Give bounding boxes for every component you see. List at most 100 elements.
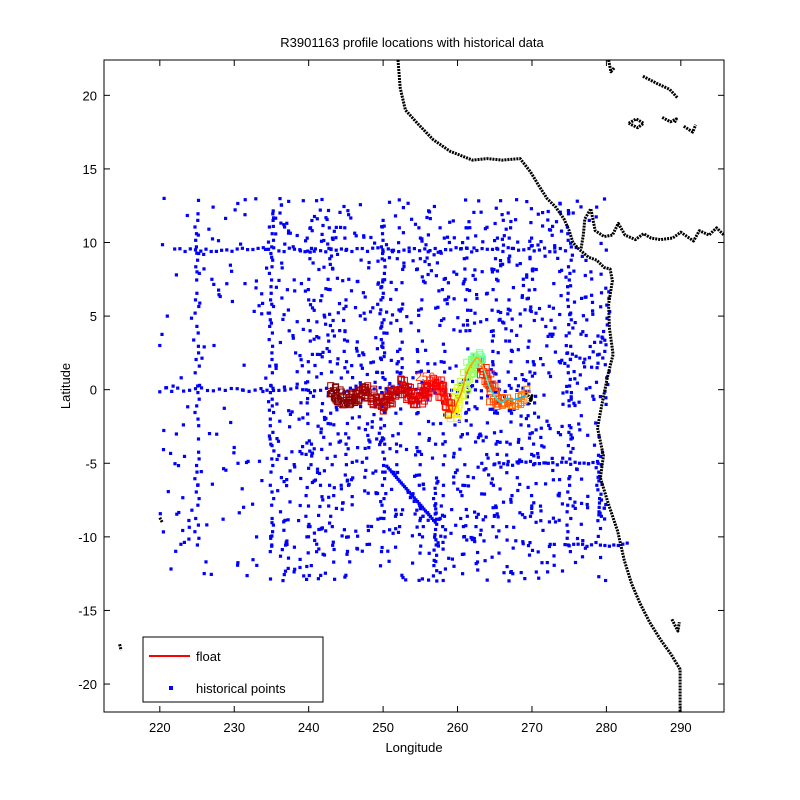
historical-point	[412, 496, 416, 500]
historical-point	[436, 541, 440, 545]
historical-point	[380, 321, 384, 325]
historical-point	[491, 360, 495, 364]
historical-point	[569, 426, 573, 430]
historical-point	[539, 426, 543, 430]
historical-point	[399, 481, 403, 485]
historical-point	[394, 512, 398, 516]
historical-point	[524, 460, 528, 464]
historical-point	[211, 389, 215, 393]
float-track-segment	[368, 392, 374, 397]
historical-point	[278, 419, 282, 423]
historical-point	[266, 247, 271, 251]
historical-point	[534, 520, 538, 524]
historical-point	[590, 300, 595, 304]
historical-point	[438, 571, 442, 575]
float-track-segment	[406, 390, 411, 395]
historical-point	[422, 487, 426, 491]
historical-point	[473, 268, 477, 272]
historical-point	[509, 497, 513, 501]
historical-point	[270, 255, 274, 259]
historical-point	[381, 291, 385, 295]
historical-point	[270, 302, 274, 306]
historical-point	[491, 483, 495, 487]
historical-point	[387, 256, 391, 260]
historical-point	[345, 479, 349, 483]
historical-point	[590, 365, 594, 369]
historical-point	[415, 370, 419, 375]
historical-point	[568, 357, 572, 361]
historical-point	[334, 405, 338, 409]
historical-point	[621, 542, 625, 546]
historical-point	[366, 491, 370, 495]
historical-point	[401, 267, 405, 271]
historical-point	[465, 256, 469, 260]
historical-point	[382, 424, 387, 428]
historical-point	[230, 269, 234, 273]
historical-point	[396, 477, 400, 481]
float-track-segment	[458, 392, 462, 399]
historical-point	[567, 323, 571, 327]
historical-point	[509, 420, 513, 424]
historical-point	[197, 397, 201, 401]
historical-point	[500, 237, 504, 241]
float-track-segment	[481, 364, 486, 371]
historical-point	[479, 210, 483, 214]
historical-point	[381, 341, 385, 345]
float-track-segment	[506, 397, 513, 401]
historical-point	[181, 496, 185, 500]
historical-point	[474, 525, 478, 529]
historical-point	[418, 551, 422, 555]
historical-point	[394, 545, 398, 549]
historical-point	[332, 334, 336, 338]
coastline-segment	[661, 116, 678, 124]
historical-point	[426, 518, 430, 522]
historical-point	[456, 487, 460, 491]
historical-point	[194, 232, 199, 236]
historical-point	[380, 232, 385, 236]
historical-point	[326, 242, 330, 246]
float-track-segment	[501, 397, 508, 404]
historical-point	[334, 236, 338, 240]
historical-point	[306, 397, 310, 401]
historical-point	[603, 363, 607, 367]
historical-point	[423, 281, 427, 285]
historical-point	[552, 563, 556, 567]
historical-point	[195, 470, 199, 474]
historical-point	[581, 330, 585, 334]
historical-point	[380, 257, 384, 261]
historical-point	[502, 462, 506, 466]
historical-point	[373, 380, 377, 384]
historical-point	[577, 422, 581, 426]
historical-point	[559, 229, 564, 233]
historical-point	[275, 402, 279, 406]
historical-point	[492, 268, 496, 272]
historical-point	[350, 416, 354, 420]
historical-point	[564, 275, 568, 279]
historical-point	[579, 414, 583, 418]
historical-point	[174, 273, 178, 277]
historical-point	[464, 198, 468, 202]
historical-point	[419, 307, 423, 311]
historical-point	[349, 289, 354, 293]
historical-point	[420, 275, 424, 279]
historical-point	[460, 552, 464, 556]
y-tick-label: 5	[90, 309, 97, 324]
historical-point	[563, 543, 567, 547]
historical-point	[257, 304, 261, 308]
historical-point	[182, 540, 186, 544]
historical-point	[251, 502, 255, 506]
historical-point	[252, 309, 256, 313]
historical-point	[295, 233, 299, 238]
historical-point	[492, 513, 497, 518]
historical-point	[452, 564, 456, 568]
historical-point	[595, 366, 599, 370]
historical-point	[315, 217, 319, 221]
historical-point	[417, 432, 421, 436]
historical-point	[246, 248, 250, 252]
historical-point	[411, 492, 415, 496]
historical-point	[569, 241, 573, 245]
historical-point	[530, 431, 534, 435]
x-tick-label: 220	[149, 720, 171, 735]
historical-point	[274, 366, 278, 370]
coastline-segment	[118, 643, 123, 651]
